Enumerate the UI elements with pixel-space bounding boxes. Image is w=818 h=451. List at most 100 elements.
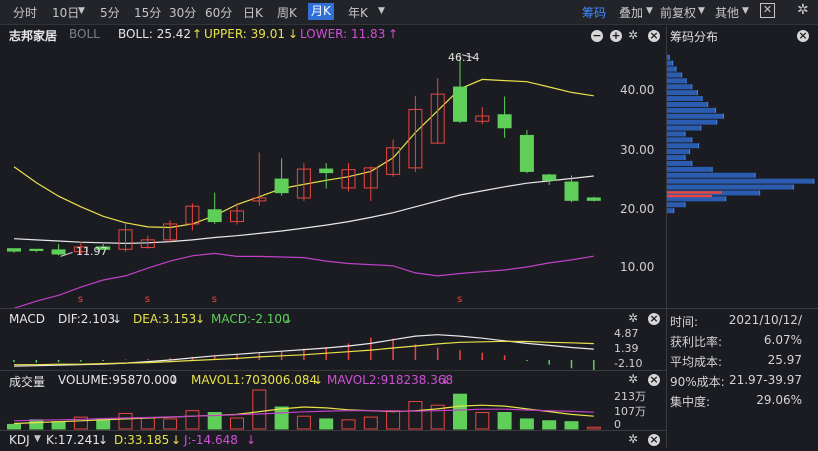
volume-chart[interactable] (0, 387, 610, 430)
chip-profit-bar (667, 191, 722, 194)
candle (163, 220, 178, 243)
close-icon[interactable]: × (648, 433, 660, 446)
chip-bar (667, 78, 687, 84)
macd-axis-label: 1.39 (614, 342, 639, 355)
main-chart-header: 志邦家居 BOLL BOLL: 25.42 ↑ UPPER: 39.01 ↓ L… (0, 27, 665, 45)
volume-bar (296, 415, 311, 430)
s-marker: s (212, 294, 217, 305)
plus-icon[interactable]: + (610, 29, 622, 42)
info-label: 集中度: (670, 395, 711, 409)
tab-5min[interactable]: 5分 (100, 6, 120, 20)
macd-axis-label: -2.10 (614, 357, 643, 370)
adjust-button[interactable]: 前复权 (660, 6, 697, 20)
close-icon[interactable]: × (648, 373, 660, 386)
candle (118, 223, 133, 252)
low-price-label: 11.97 (76, 245, 108, 258)
close-icon[interactable]: × (648, 312, 660, 325)
volume-indicator-name[interactable]: 成交量 (9, 375, 46, 389)
chip-bar (667, 178, 814, 184)
macd-dif-value: DIF:2.103 (58, 312, 116, 326)
chevron-down-icon[interactable]: ▼ (698, 6, 705, 16)
minus-icon[interactable]: − (591, 29, 603, 42)
chip-bar (667, 113, 724, 119)
gear-icon[interactable]: ✲ (628, 28, 639, 42)
close-icon[interactable]: ✕ (760, 3, 775, 18)
lower-value: LOWER: 11.83 (300, 27, 386, 41)
volume-bar (207, 412, 222, 430)
candle (7, 248, 21, 253)
volume-bar (542, 420, 557, 430)
volume-header: 成交量 VOLUME:95870.000 ↓ MAVOL1:703006.084… (0, 372, 665, 391)
candle (408, 95, 423, 173)
divider (666, 308, 818, 309)
tab-15min[interactable]: 15分 (134, 6, 162, 20)
chevron-down-icon[interactable]: ▼ (742, 6, 749, 16)
gear-icon[interactable]: ✲ (628, 432, 639, 446)
chip-bar (667, 84, 692, 90)
macd-value: MACD:-2.100 (211, 312, 290, 326)
other-button[interactable]: 其他 (715, 6, 740, 20)
tab-year-k[interactable]: 年K (348, 6, 368, 20)
chips-button[interactable]: 筹码 (582, 6, 607, 20)
down-arrow-icon: ↓ (195, 312, 206, 326)
vertical-divider (666, 26, 667, 448)
price-axis-label: 10.00 (620, 260, 655, 274)
candle (586, 196, 601, 202)
candle-body (252, 197, 267, 202)
chevron-down-icon[interactable]: ▼ (34, 434, 41, 444)
info-value: 29.06% (756, 393, 802, 407)
indicator-name[interactable]: BOLL (69, 27, 100, 41)
chevron-down-icon[interactable]: ▼ (378, 6, 385, 16)
chip-panel-header: 筹码分布 × (666, 27, 818, 45)
kdj-indicator-name[interactable]: KDJ (9, 433, 30, 447)
chip-bar (667, 131, 686, 137)
chip-bar (667, 107, 716, 113)
candle (29, 248, 44, 253)
gear-icon[interactable]: ✲ (628, 372, 639, 386)
volume-value: VOLUME:95870.000 (58, 373, 178, 387)
tab-10day[interactable]: 10日 (52, 6, 80, 20)
volume-bar (73, 416, 88, 430)
down-arrow-icon: ↓ (171, 433, 182, 447)
tab-30min[interactable]: 30分 (169, 6, 197, 20)
macd-indicator-name[interactable]: MACD (9, 312, 45, 326)
chevron-down-icon[interactable]: ▼ (646, 6, 653, 16)
volume-bar (453, 393, 467, 430)
volume-bar (230, 417, 244, 430)
macd-chart[interactable] (0, 326, 610, 370)
mavol2-line (13, 408, 594, 422)
kdj-d-value: D:33.185 (114, 433, 170, 447)
down-arrow-icon: ↓ (98, 433, 109, 447)
tab-intraday[interactable]: 分时 (13, 6, 38, 20)
tab-month-k[interactable]: 月K (308, 3, 334, 20)
candle (252, 152, 267, 206)
tab-day-k[interactable]: 日K (243, 6, 263, 20)
chip-bar (667, 202, 686, 208)
candle-body (408, 108, 423, 169)
gear-icon[interactable]: ✲ (628, 311, 639, 325)
volume-axis-label: 107万 (614, 405, 646, 418)
volume-bar (274, 406, 289, 430)
candle-body (453, 86, 467, 122)
macd-header: MACD DIF:2.103 ↓ DEA:3.153 ↓ MACD:-2.100… (0, 311, 665, 330)
overlay-button[interactable]: 叠加 (619, 6, 644, 20)
candle-body (296, 168, 311, 199)
volume-bar (140, 417, 155, 430)
down-arrow-icon: ↓ (283, 312, 294, 326)
close-icon[interactable]: × (648, 29, 660, 42)
candle-body (274, 178, 289, 194)
chip-bar (667, 54, 670, 60)
close-icon[interactable]: × (797, 29, 809, 42)
info-label: 时间: (670, 315, 699, 329)
candle-body (51, 249, 66, 255)
tab-week-k[interactable]: 周K (277, 6, 297, 20)
gear-icon[interactable]: ✲ (797, 2, 809, 18)
info-label: 90%成本: (670, 375, 725, 389)
candle (319, 163, 334, 189)
tab-60min[interactable]: 60分 (205, 6, 233, 20)
volume-bar (29, 419, 44, 430)
down-arrow-icon: ↓ (246, 433, 257, 447)
kdj-k-value: K:17.241 (46, 433, 100, 447)
chevron-down-icon[interactable]: ▼ (78, 6, 85, 16)
